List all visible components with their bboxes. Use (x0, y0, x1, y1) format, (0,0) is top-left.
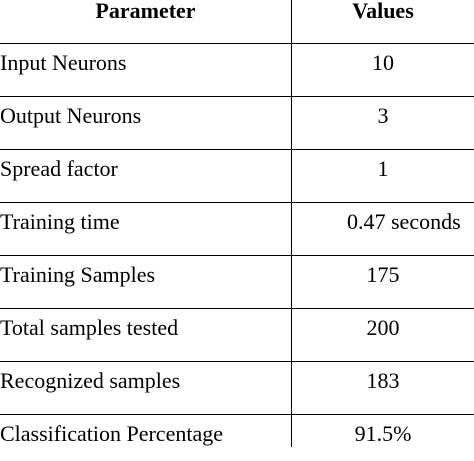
row-training-time-label: Training time (0, 209, 120, 234)
row-input-neurons-value: 10 (372, 50, 394, 75)
row-divider (0, 202, 474, 203)
row-divider (0, 361, 474, 362)
row-total-samples-value: 200 (366, 315, 400, 340)
row-output-neurons-label: Output Neurons (0, 103, 142, 128)
row-recognized-samples-label: Recognized samples (0, 368, 181, 393)
row-training-time-value: 0.47 seconds (347, 209, 461, 234)
row-total-samples-label: Total samples tested (0, 315, 179, 340)
row-spread-factor-value: 1 (377, 156, 389, 181)
header-rule (0, 43, 474, 44)
row-input-neurons-label: Input Neurons (0, 50, 127, 75)
row-training-samples-value: 175 (366, 262, 400, 287)
parameter-table: Parameter Values Input Neurons 10 Output… (0, 0, 474, 447)
row-divider (0, 255, 474, 256)
row-divider (0, 308, 474, 309)
row-spread-factor-label: Spread factor (0, 156, 118, 181)
row-divider (0, 96, 474, 97)
row-classification-percentage-value: 91.5% (354, 421, 412, 446)
row-recognized-samples-value: 183 (366, 368, 400, 393)
row-divider (0, 414, 474, 415)
header-parameter: Parameter (95, 0, 196, 23)
row-training-samples-label: Training Samples (0, 262, 156, 287)
header-values: Values (352, 0, 414, 23)
row-output-neurons-value: 3 (377, 103, 389, 128)
row-divider (0, 149, 474, 150)
row-classification-percentage-label: Classification Percentage (0, 421, 223, 446)
column-divider (291, 0, 292, 447)
